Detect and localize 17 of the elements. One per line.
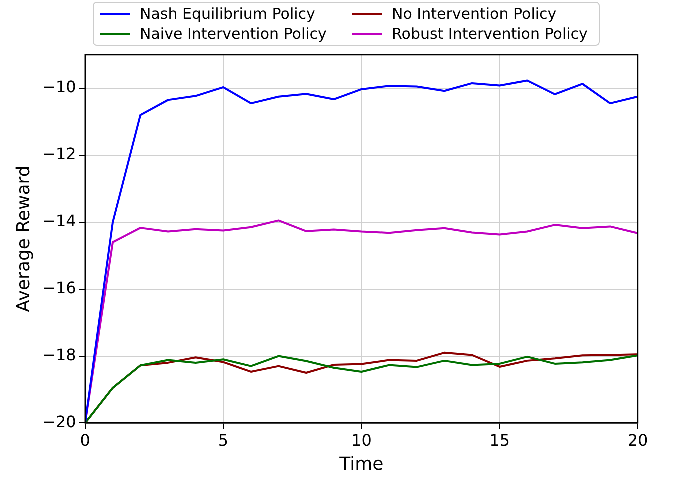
y-axis-title: Average Reward bbox=[13, 166, 34, 312]
x-tick-label: 20 bbox=[628, 430, 648, 450]
x-tick-label: 5 bbox=[218, 430, 229, 450]
y-tick-label: −16 bbox=[42, 278, 76, 298]
x-axis-title: Time bbox=[338, 454, 384, 475]
legend-label: Naive Intervention Policy bbox=[140, 25, 327, 43]
y-tick-label: −18 bbox=[42, 345, 76, 364]
legend-label: No Intervention Policy bbox=[392, 5, 557, 23]
y-tick-label: −20 bbox=[42, 412, 76, 432]
legend-label: Robust Intervention Policy bbox=[392, 25, 588, 43]
x-tick-label: 10 bbox=[352, 430, 372, 450]
x-tick-label: 15 bbox=[490, 430, 510, 450]
x-tick-label: 0 bbox=[80, 430, 90, 450]
legend-label: Nash Equilibrium Policy bbox=[140, 5, 316, 23]
y-tick-label: −14 bbox=[42, 212, 76, 231]
y-tick-label: −12 bbox=[42, 144, 76, 164]
y-tick-label: −10 bbox=[42, 78, 76, 97]
